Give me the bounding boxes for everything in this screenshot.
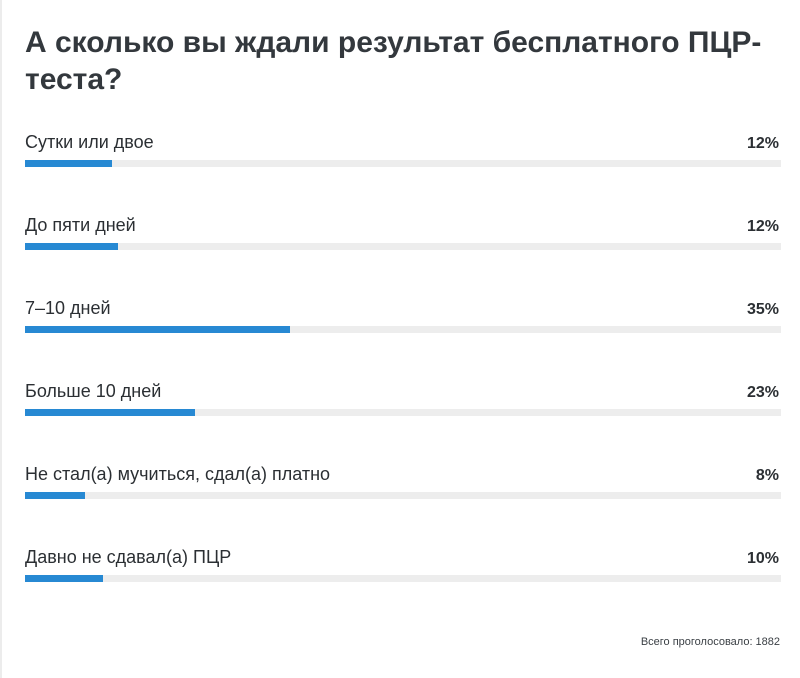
progress-fill [25,160,112,167]
poll-title: А сколько вы ждали результат бесплатного… [25,26,762,96]
progress-fill [25,243,118,250]
progress-track [25,409,781,416]
option-percent: 8% [755,467,779,484]
progress-fill [25,575,103,582]
option-percent: 10% [746,550,779,567]
poll-widget: А сколько вы ждали результат бесплатного… [25,0,781,628]
option-percent: 12% [746,135,779,152]
progress-fill [25,326,290,333]
poll-options: Сутки или двое 12% До пяти дней 12% 7–10… [25,130,781,628]
poll-option-4[interactable]: Больше 10 дней 23% [25,379,781,462]
poll-option-1[interactable]: Сутки или двое 12% [25,130,781,213]
option-label: Давно не сдавал(а) ПЦР [25,547,232,567]
total-votes-label: Всего проголосовало: [640,636,753,648]
progress-track [25,326,781,333]
progress-track [25,492,781,499]
total-votes: Всего проголосовало: 1882 [641,636,780,648]
progress-fill [25,492,86,499]
option-label: Больше 10 дней [25,381,162,401]
option-label: 7–10 дней [25,298,111,318]
option-label: Сутки или двое [25,132,154,152]
total-votes-count: 1882 [755,636,780,648]
progress-track [25,243,781,250]
poll-option-5[interactable]: Не стал(а) мучиться, сдал(а) платно 8% [25,462,781,545]
option-label: До пяти дней [25,215,136,235]
option-percent: 23% [746,384,779,401]
option-percent: 35% [746,301,779,318]
progress-fill [25,409,196,416]
poll-option-6[interactable]: Давно не сдавал(а) ПЦР 10% [25,545,781,628]
poll-option-2[interactable]: До пяти дней 12% [25,213,781,296]
option-label: Не стал(а) мучиться, сдал(а) платно [25,464,331,484]
poll-option-3[interactable]: 7–10 дней 35% [25,296,781,379]
left-border [0,0,2,678]
progress-track [25,575,781,582]
progress-track [25,160,781,167]
option-percent: 12% [746,218,779,235]
